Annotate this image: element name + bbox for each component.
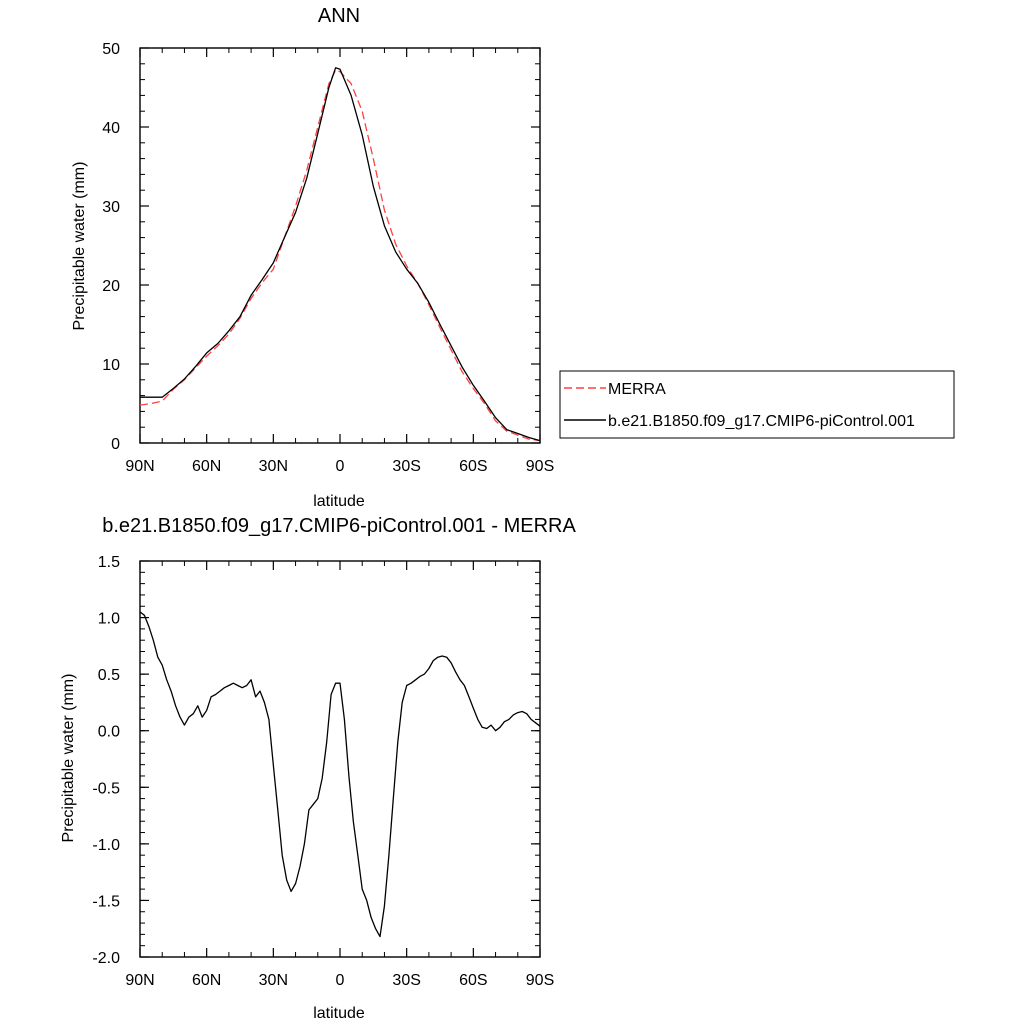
bottom-x-axis-label: latitude bbox=[313, 1005, 365, 1022]
top-x-tick-label: 30S bbox=[392, 458, 420, 475]
top-series-line-0 bbox=[139, 69, 541, 442]
legend-label-model: b.e21.B1850.f09_g17.CMIP6-piControl.001 bbox=[608, 413, 915, 430]
bottom-chart-title: b.e21.B1850.f09_g17.CMIP6-piControl.001 … bbox=[102, 515, 576, 537]
top-series-line-1 bbox=[140, 67, 541, 442]
top-y-tick-label: 20 bbox=[102, 278, 120, 295]
bottom-y-tick-label: -1.0 bbox=[92, 837, 120, 854]
chart-legend: MERRA b.e21.B1850.f09_g17.CMIP6-piContro… bbox=[559, 370, 955, 439]
bottom-x-tick-label: 0 bbox=[336, 972, 345, 989]
bottom-x-tick-label: 90S bbox=[526, 972, 554, 989]
top-chart-title: ANN bbox=[318, 5, 360, 27]
bottom-series-line-0 bbox=[139, 611, 541, 938]
top-x-axis-label: latitude bbox=[313, 493, 365, 510]
legend-box bbox=[559, 370, 955, 439]
bottom-x-tick-label: 60N bbox=[192, 972, 221, 989]
bottom-x-tick-label: 90N bbox=[125, 972, 154, 989]
bottom-x-tick-label: 30S bbox=[392, 972, 420, 989]
bottom-y-tick-label: 1.0 bbox=[98, 611, 120, 628]
bottom-y-tick-label: 0.5 bbox=[98, 667, 120, 684]
bottom-x-tick-label: 30N bbox=[259, 972, 288, 989]
legend-label-merra: MERRA bbox=[608, 381, 666, 398]
top-chart-series bbox=[139, 67, 541, 442]
top-x-tick-label: 30N bbox=[259, 458, 288, 475]
top-y-tick-label: 50 bbox=[102, 41, 120, 58]
top-chart-ticks: 90N 60N 30N 0 30S 60S 90S 0 10 20 30 40 50 bbox=[102, 41, 554, 475]
top-y-axis-label: Precipitable water (mm) bbox=[71, 162, 88, 331]
bottom-chart-panel: b.e21.B1850.f09_g17.CMIP6-piControl.001 … bbox=[60, 515, 576, 1022]
top-x-tick-label: 60N bbox=[192, 458, 221, 475]
bottom-y-tick-label: -0.5 bbox=[92, 780, 120, 797]
bottom-chart-ticks: 90N 60N 30N 0 30S 60S 90S -2.0 -1.5 -1.0 -0.5 0.0 0.… bbox=[92, 554, 554, 989]
bottom-y-axis-label: Precipitable water (mm) bbox=[60, 674, 77, 843]
top-x-tick-label: 60S bbox=[459, 458, 487, 475]
top-y-tick-label: 0 bbox=[111, 436, 120, 453]
bottom-y-tick-label: -1.5 bbox=[92, 893, 120, 910]
top-y-tick-label: 40 bbox=[102, 120, 120, 137]
top-x-tick-label: 0 bbox=[336, 458, 345, 475]
bottom-chart-series bbox=[139, 611, 541, 938]
bottom-x-tick-label: 60S bbox=[459, 972, 487, 989]
top-x-tick-label: 90S bbox=[526, 458, 554, 475]
bottom-y-tick-label: -2.0 bbox=[92, 950, 120, 967]
top-y-tick-label: 10 bbox=[102, 357, 120, 374]
top-chart-panel: ANN 90N 60N 30N 0 30S 60S 90S 0 10 20 30 40 50 latit… bbox=[71, 5, 955, 510]
bottom-y-tick-label: 0.0 bbox=[98, 724, 120, 741]
top-x-tick-label: 90N bbox=[125, 458, 154, 475]
top-y-tick-label: 30 bbox=[102, 199, 120, 216]
bottom-y-tick-label: 1.5 bbox=[98, 554, 120, 571]
